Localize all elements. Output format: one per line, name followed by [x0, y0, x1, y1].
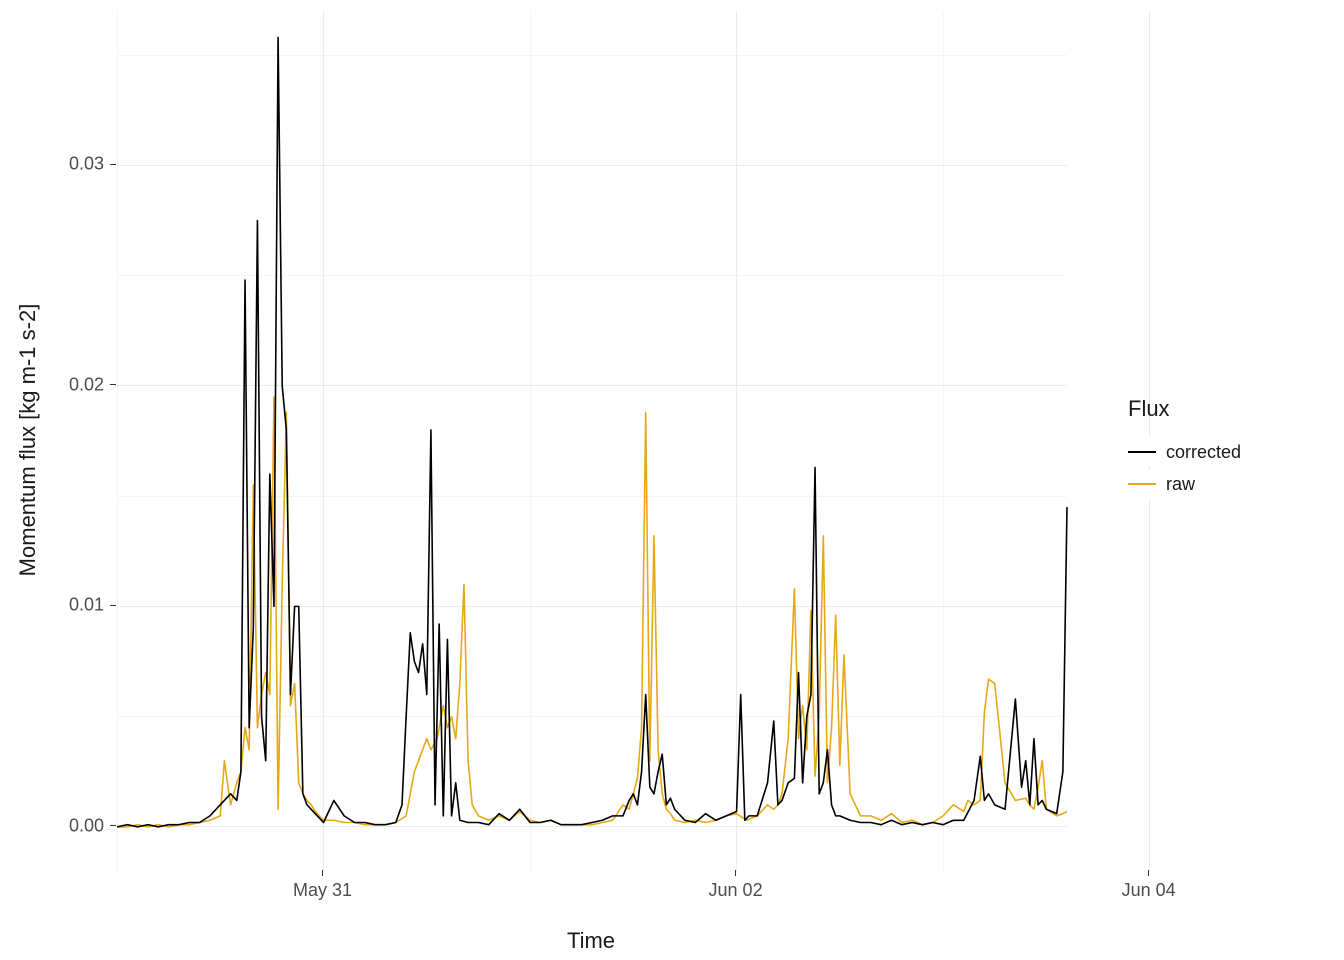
y-axis-title: Momentum flux [kg m-1 s-2]	[15, 304, 41, 577]
chart-figure: { "chart": { "type": "line", "width_px":…	[0, 0, 1344, 960]
series-layer	[117, 11, 1067, 871]
x-tick	[735, 870, 736, 876]
legend: Flux corrected raw	[1128, 396, 1241, 500]
x-tick	[322, 870, 323, 876]
legend-key	[1128, 470, 1156, 498]
x-axis-title: Time	[567, 928, 615, 954]
legend-title: Flux	[1128, 396, 1241, 422]
legend-item: raw	[1128, 468, 1241, 500]
legend-label: raw	[1166, 474, 1195, 495]
plot-panel	[116, 10, 1068, 872]
y-tick	[110, 384, 116, 385]
y-tick-label: 0.00	[69, 815, 104, 836]
y-tick-label: 0.02	[69, 374, 104, 395]
legend-label: corrected	[1166, 442, 1241, 463]
x-tick-label: Jun 04	[1122, 880, 1176, 901]
y-tick	[110, 605, 116, 606]
y-tick-label: 0.01	[69, 595, 104, 616]
y-tick-label: 0.03	[69, 154, 104, 175]
x-tick	[1148, 870, 1149, 876]
legend-key	[1128, 438, 1156, 466]
legend-item: corrected	[1128, 436, 1241, 468]
y-tick	[110, 164, 116, 165]
x-tick-label: Jun 02	[709, 880, 763, 901]
y-tick	[110, 825, 116, 826]
x-tick-label: May 31	[293, 880, 352, 901]
